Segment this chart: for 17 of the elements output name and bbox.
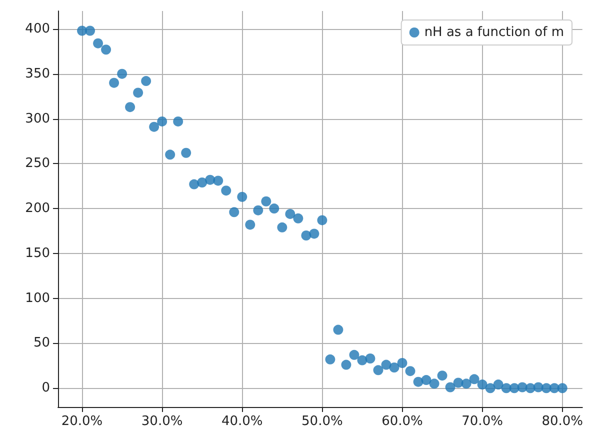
- x-tick-label: 50.0%: [302, 414, 343, 429]
- y-tick-label: 200: [25, 201, 50, 216]
- x-tick-label: 20.0%: [61, 414, 103, 429]
- y-tick-label: 50: [33, 336, 50, 351]
- y-tick-label: 300: [25, 111, 50, 126]
- x-tick-label: 80.0%: [542, 414, 584, 429]
- x-tick-label: 40.0%: [221, 414, 263, 429]
- x-tick-label: 60.0%: [382, 414, 423, 429]
- x-tick-label: 30.0%: [141, 414, 183, 429]
- y-tick-label: 400: [25, 21, 50, 36]
- y-tick-label: 350: [25, 66, 50, 82]
- y-tick-label: 150: [25, 246, 50, 261]
- y-tick-label: 250: [25, 156, 50, 172]
- y-tick-label: 100: [25, 290, 50, 306]
- legend-label: nH as a function of m: [424, 25, 564, 40]
- x-tick-label: 70.0%: [462, 414, 503, 429]
- y-tick-label: 0: [42, 380, 50, 396]
